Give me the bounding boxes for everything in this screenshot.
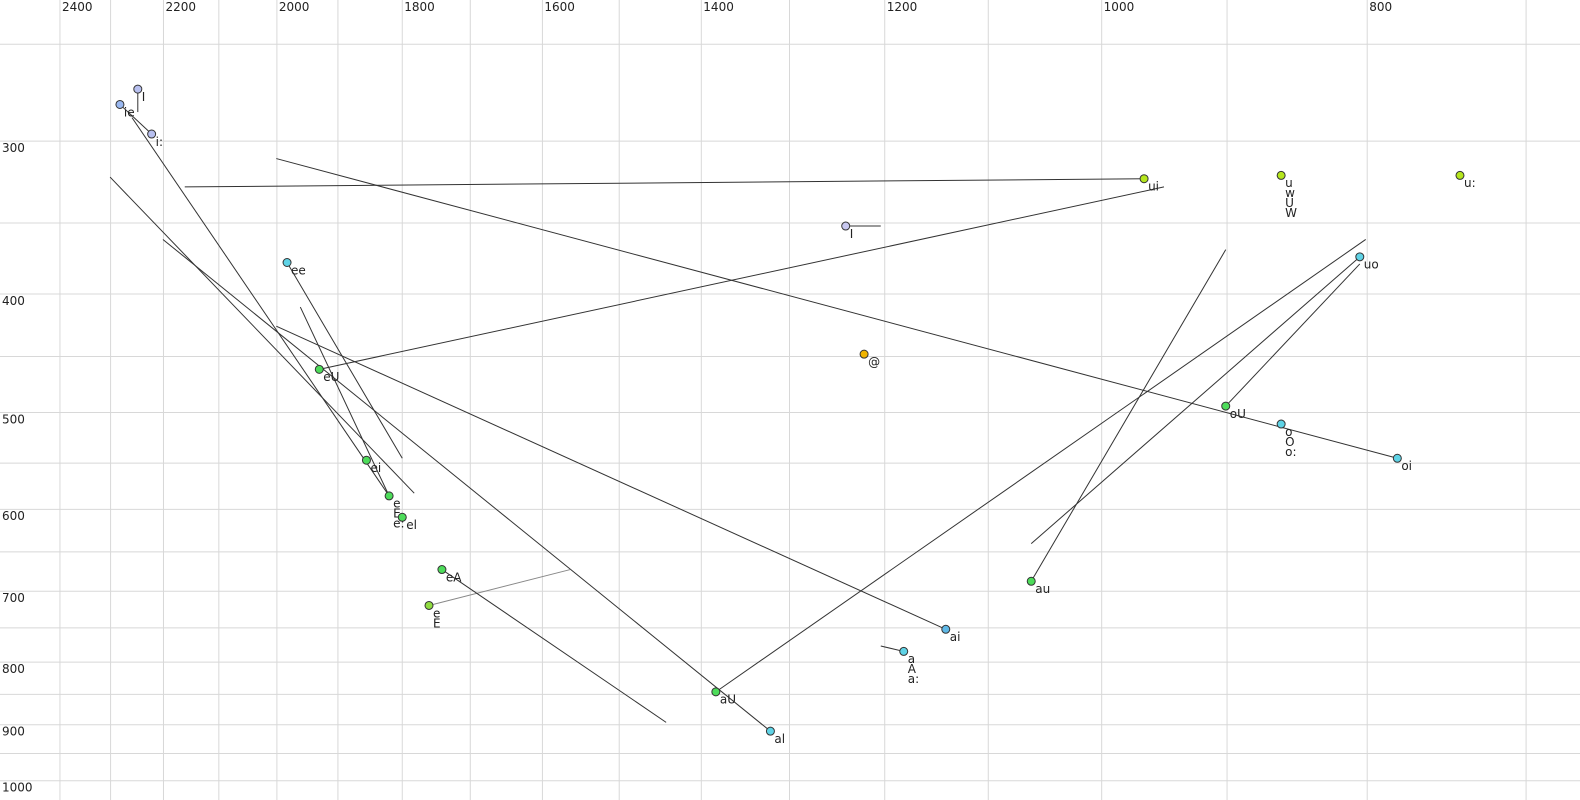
vowel-label: o <box>1285 425 1292 439</box>
vowel-point <box>711 687 721 697</box>
vowel-label: aU <box>720 693 736 707</box>
y-tick-label: 800 <box>2 662 25 676</box>
vowel-label: I <box>142 90 146 104</box>
x-tick-label: 2000 <box>279 0 310 14</box>
vowel-point <box>384 491 394 501</box>
vowel-point <box>765 726 775 736</box>
y-tick-label: 600 <box>2 509 25 523</box>
vowel-label: W <box>1285 206 1297 220</box>
x-tick-label: 1600 <box>544 0 575 14</box>
transition-line <box>276 325 946 630</box>
transition-line <box>1030 249 1227 582</box>
vowel-point <box>899 646 909 656</box>
vowel-label: i: <box>156 135 163 149</box>
x-tick-label: 1200 <box>887 0 918 14</box>
y-tick-label: 300 <box>2 141 25 155</box>
vowel-point <box>397 512 407 522</box>
vowel-label: a <box>908 652 915 666</box>
vowel-label: el <box>406 518 417 532</box>
vowel-point <box>437 565 447 575</box>
vowel-point <box>424 600 434 610</box>
y-tick-label: 1000 <box>2 780 33 794</box>
transition-line <box>131 117 390 497</box>
vowel-label: a: <box>908 672 919 686</box>
vowel-label: w <box>1285 186 1295 200</box>
x-tick-label: 2400 <box>62 0 93 14</box>
vowel-label: eU <box>323 370 339 384</box>
transition-line <box>286 262 403 459</box>
vowel-point <box>1276 419 1286 429</box>
vowel-point <box>841 221 851 231</box>
transition-line <box>319 186 1165 370</box>
vowel-label: e <box>393 497 400 511</box>
vowel-point <box>1026 576 1036 586</box>
vowel-label: au <box>1035 582 1050 596</box>
vowel-point <box>941 624 951 634</box>
vowel-point <box>361 455 371 465</box>
y-tick-label: 700 <box>2 591 25 605</box>
vowel-point <box>147 129 157 139</box>
vowel-point <box>1392 453 1402 463</box>
vowel-label: o: <box>1285 445 1296 459</box>
transition-line <box>715 239 1367 693</box>
vowel-label: ee <box>291 263 306 277</box>
vowel-point <box>1355 252 1365 262</box>
vowel-label: O <box>1285 435 1294 449</box>
transition-line <box>162 239 771 732</box>
vowel-label: u: <box>1464 176 1476 190</box>
vowel-label: uo <box>1364 258 1379 272</box>
x-tick-label: 1800 <box>404 0 435 14</box>
vowel-label: eA <box>446 570 462 584</box>
vowel-label: al <box>774 732 785 746</box>
vowel-label: E <box>393 507 401 521</box>
transition-line <box>1030 256 1361 545</box>
transition-line <box>109 176 415 494</box>
transition-line <box>276 158 1398 459</box>
vowel-point <box>859 349 869 359</box>
vowel-point <box>1221 401 1231 411</box>
vowel-label: e <box>433 606 440 620</box>
y-tick-label: 900 <box>2 725 25 739</box>
transition-line <box>428 569 571 606</box>
vowel-label: I <box>850 227 854 241</box>
vowel-point <box>282 258 292 268</box>
vowel-label: ui <box>1148 180 1159 194</box>
vowel-point <box>1139 174 1149 184</box>
vowel-label: oU <box>1230 407 1246 421</box>
transition-line <box>184 178 1145 188</box>
vowel-label: E <box>433 616 441 630</box>
transition-line <box>1225 263 1361 407</box>
vowel-label: u <box>1285 176 1293 190</box>
x-tick-label: 800 <box>1369 0 1392 14</box>
vowel-point <box>115 99 125 109</box>
vowel-label: e: <box>393 517 404 531</box>
vowel-label: @ <box>868 355 880 369</box>
x-tick-label: 1400 <box>703 0 734 14</box>
x-tick-label: 1000 <box>1104 0 1135 14</box>
vowel-point <box>133 84 143 94</box>
y-tick-label: 500 <box>2 412 25 426</box>
x-tick-label: 2200 <box>165 0 196 14</box>
vowel-label: A <box>908 662 917 676</box>
y-tick-label: 400 <box>2 294 25 308</box>
transition-line <box>119 104 152 135</box>
vowel-label: ie <box>124 105 135 119</box>
transition-line <box>441 569 667 723</box>
vowel-label: ai <box>950 630 961 644</box>
vowel-label: oi <box>1401 459 1412 473</box>
vowel-point <box>1455 170 1465 180</box>
vowel-label: U <box>1285 196 1294 210</box>
vowel-point <box>1276 170 1286 180</box>
vowel-label: ei <box>370 461 381 475</box>
transition-line <box>299 306 390 497</box>
vowel-point <box>314 364 324 374</box>
